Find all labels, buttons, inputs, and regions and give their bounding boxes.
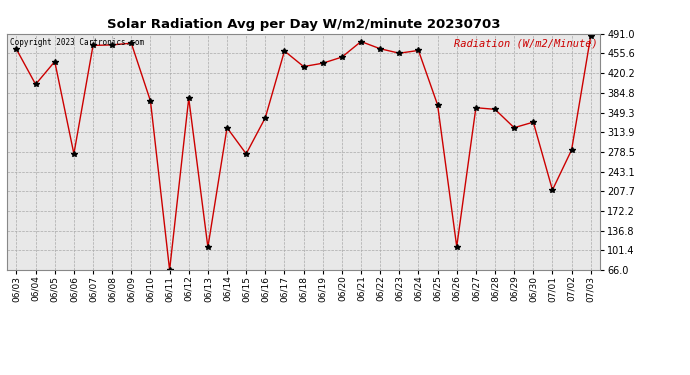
Text: Copyright 2023 Cartronics.com: Copyright 2023 Cartronics.com [10, 39, 144, 48]
Title: Solar Radiation Avg per Day W/m2/minute 20230703: Solar Radiation Avg per Day W/m2/minute … [107, 18, 500, 31]
Text: Radiation (W/m2/Minute): Radiation (W/m2/Minute) [453, 39, 598, 48]
